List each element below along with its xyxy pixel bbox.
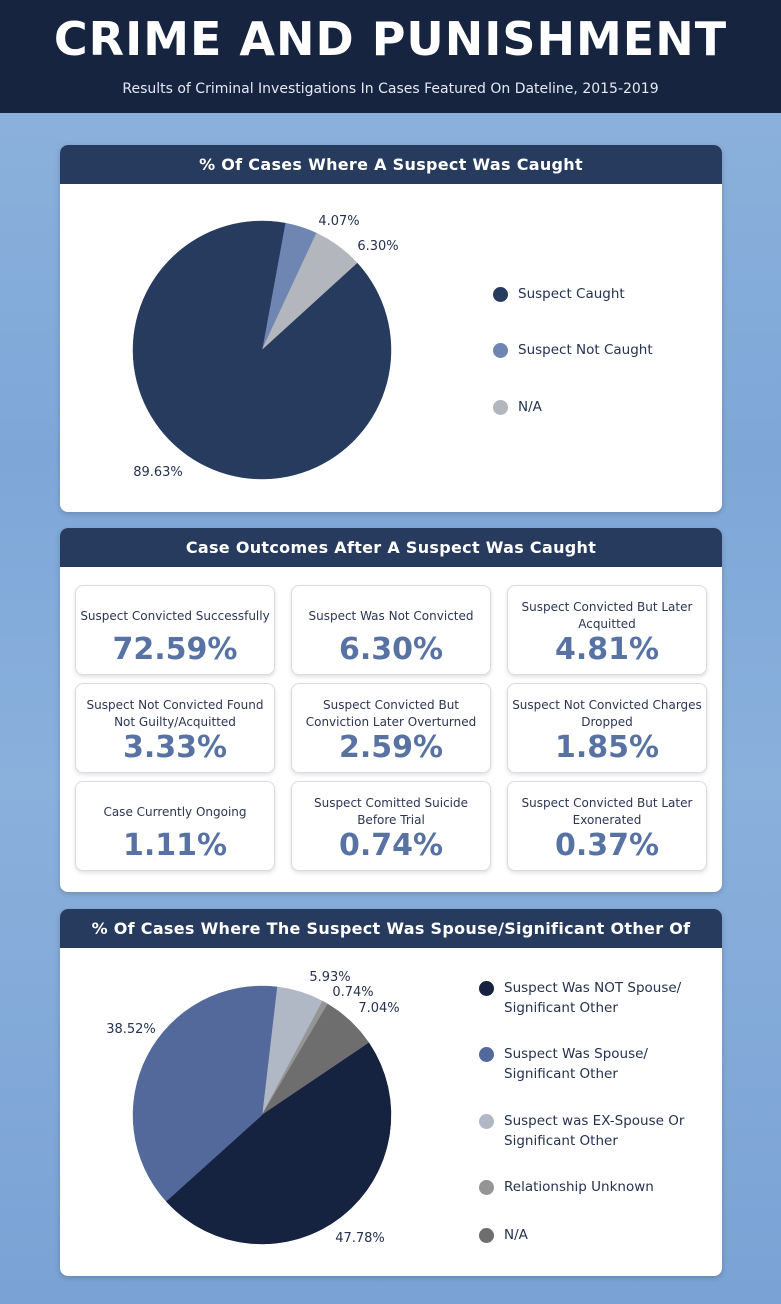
outcome-card-label: Suspect Not Convicted Charges Dropped	[512, 698, 702, 729]
outcome-card-label: Suspect Convicted Successfully	[80, 608, 270, 623]
outcome-card-label: Suspect Convicted But Later Exonerated	[521, 796, 693, 827]
caught-legend-swatch	[493, 343, 508, 358]
page-header: CRIME AND PUNISHMENT Results of Criminal…	[0, 0, 781, 113]
outcome-card: Suspect Not Convicted Found Not Guilty/A…	[75, 683, 275, 773]
spouse-legend-swatch	[479, 1180, 494, 1195]
caught-panel-title: % Of Cases Where A Suspect Was Caught	[60, 145, 722, 184]
outcome-card-label: Suspect Not Convicted Found Not Guilty/A…	[86, 698, 264, 729]
outcome-card-label: Suspect Convicted But Later Acquitted	[521, 600, 693, 631]
outcome-card-value: 1.85%	[554, 730, 660, 765]
outcome-cards: Suspect Convicted Successfully 72.59% Susp…	[75, 585, 707, 871]
outcome-card: Suspect Convicted But Conviction Later O…	[291, 683, 491, 773]
outcome-card: Suspect Not Convicted Charges Dropped 1.8…	[507, 683, 707, 773]
spouse-legend-item: Suspect Was NOT Spouse/ Significant Othe…	[479, 980, 699, 1018]
outcome-card-value: 72.59%	[112, 632, 238, 667]
outcome-card-label: Suspect Convicted But Conviction Later O…	[305, 698, 477, 729]
outcome-card-value: 2.59%	[338, 730, 444, 765]
caught-panel: % Of Cases Where A Suspect Was Caught 89…	[60, 145, 722, 512]
spouse-data-label-relationship-unknown: 0.74%	[332, 985, 373, 1000]
spouse-slice-suspect-was-spouse-significant-other	[132, 985, 278, 1202]
caught-slice-suspect-caught	[132, 220, 392, 480]
caught-legend-item: Suspect Not Caught	[493, 342, 653, 360]
spouse-legend-label: Suspect Was NOT Spouse/ Significant Othe…	[504, 980, 682, 1016]
spouse-legend-label: Relationship Unknown	[504, 1179, 654, 1195]
spouse-legend-item: Suspect Was Spouse/ Significant Other	[479, 1046, 699, 1084]
page-subtitle: Results of Criminal Investigations In Ca…	[122, 81, 659, 97]
outcome-card: Suspect Comitted Suicide Before Trial 0.7…	[291, 781, 491, 871]
spouse-legend-swatch	[479, 1114, 494, 1129]
outcome-card: Suspect Was Not Convicted 6.30%	[291, 585, 491, 675]
outcome-card-value: 0.74%	[338, 828, 444, 863]
spouse-legend-item: Suspect was EX-Spouse Or Significant Oth…	[479, 1113, 699, 1151]
spouse-legend-item: Relationship Unknown	[479, 1179, 699, 1197]
caught-legend-label: Suspect Not Caught	[518, 342, 653, 358]
caught-legend-swatch	[493, 400, 508, 415]
outcome-card-value: 6.30%	[338, 632, 444, 667]
outcome-card-value: 0.37%	[554, 828, 660, 863]
caught-data-label-suspect-caught: 89.63%	[133, 465, 183, 480]
caught-pie-chart: 89.63% 4.07% 6.30%	[132, 214, 399, 480]
outcome-card-label: Suspect Was Not Convicted	[308, 608, 474, 623]
spouse-panel: % Of Cases Where The Suspect Was Spouse/…	[60, 909, 722, 1276]
spouse-legend-swatch	[479, 981, 494, 996]
outcome-card: Case Currently Ongoing 1.11%	[75, 781, 275, 871]
spouse-pie-chart: 47.78% 38.52% 5.93%0.74%7.04%	[106, 970, 399, 1246]
spouse-legend-item: N/A	[479, 1227, 699, 1245]
spouse-slice-suspect-was-not-spouse-significant-other	[165, 1042, 392, 1245]
caught-legend-label: N/A	[518, 399, 542, 415]
outcome-card-value: 4.81%	[554, 632, 660, 667]
outcome-card: Suspect Convicted But Later Acquitted 4.8…	[507, 585, 707, 675]
caught-legend-item: Suspect Caught	[493, 286, 625, 304]
spouse-data-label-n-a: 7.04%	[358, 1001, 399, 1016]
spouse-legend-label: Suspect was EX-Spouse Or Significant Oth…	[504, 1113, 685, 1149]
outcome-card-label: Case Currently Ongoing	[103, 804, 247, 819]
spouse-data-label-suspect-was-not-spouse-significant-other: 47.78%	[335, 1231, 385, 1246]
outcome-card: Suspect Convicted Successfully 72.59%	[75, 585, 275, 675]
spouse-legend-label: N/A	[504, 1227, 528, 1243]
spouse-data-label-suspect-was-ex-spouse-or-significant-other: 5.93%	[309, 970, 350, 985]
spouse-panel-title: % Of Cases Where The Suspect Was Spouse/…	[60, 909, 722, 977]
spouse-legend-swatch	[479, 1228, 494, 1243]
outcome-card-label: Suspect Comitted Suicide Before Trial	[313, 796, 469, 827]
outcomes-panel-title: Case Outcomes After A Suspect Was Caught	[60, 528, 722, 567]
caught-legend-item: N/A	[493, 399, 542, 417]
spouse-legend-swatch	[479, 1047, 494, 1062]
outcome-card-value: 1.11%	[122, 828, 228, 863]
page-title: CRIME AND PUNISHMENT	[53, 12, 728, 66]
caught-data-label-suspect-not-caught: 4.07%	[318, 214, 359, 229]
caught-legend-swatch	[493, 287, 508, 302]
outcomes-panel: Case Outcomes After A Suspect Was Caught…	[60, 528, 722, 892]
caught-data-label-n-a: 6.30%	[357, 239, 398, 254]
outcome-card-value: 3.33%	[122, 730, 228, 765]
caught-legend-label: Suspect Caught	[518, 286, 625, 302]
outcome-card: Suspect Convicted But Later Exonerated 0.…	[507, 781, 707, 871]
spouse-data-label-suspect-was-spouse-significant-other: 38.52%	[106, 1022, 156, 1037]
spouse-legend-label: Suspect Was Spouse/ Significant Other	[504, 1046, 648, 1082]
